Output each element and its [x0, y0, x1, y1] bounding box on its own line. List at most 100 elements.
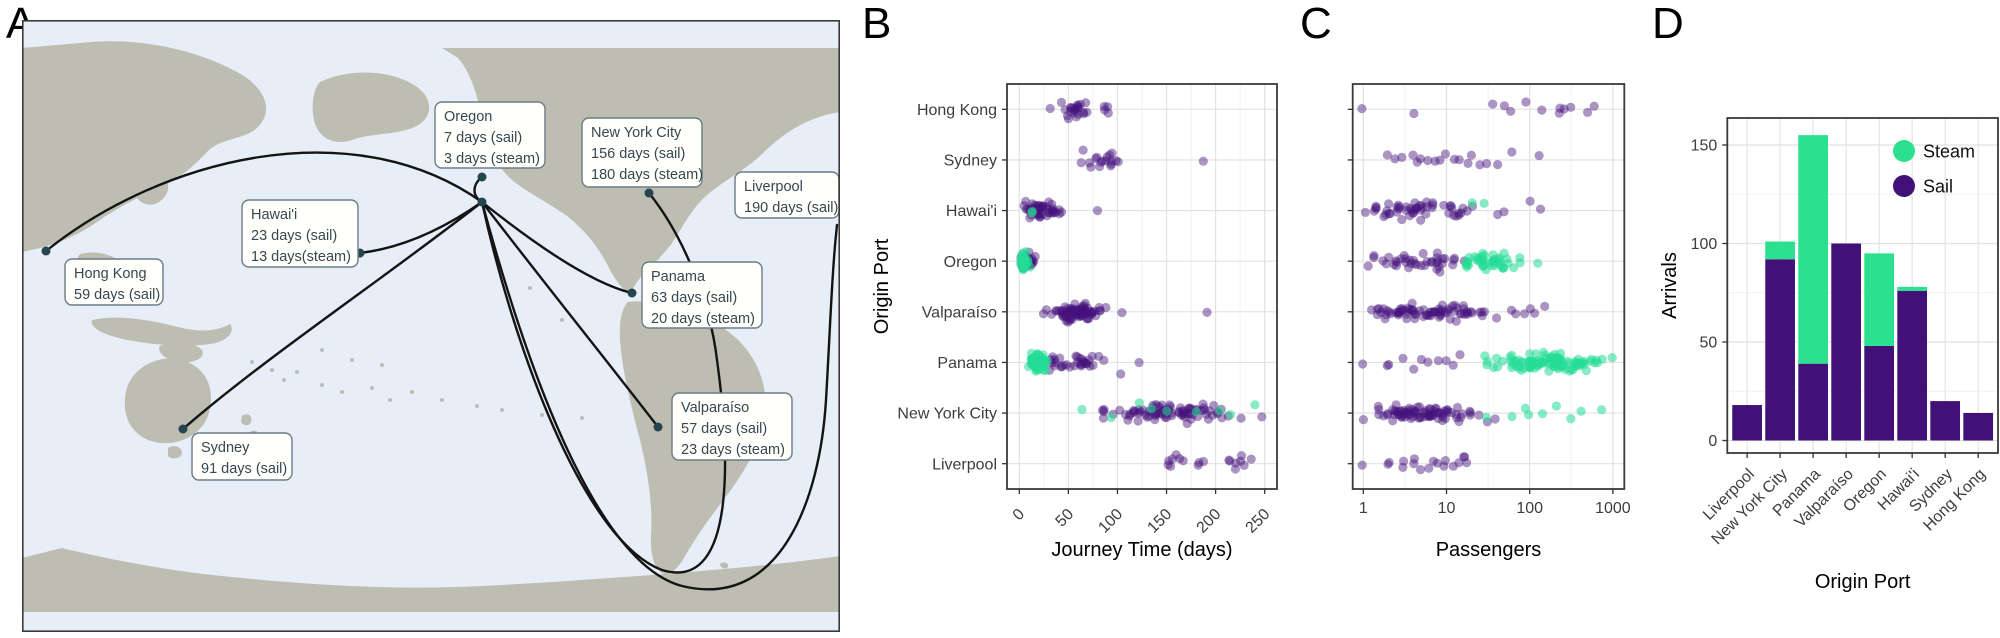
data-point-sail	[1062, 304, 1073, 314]
data-point-sail	[1410, 310, 1420, 320]
data-point-sail	[1416, 205, 1426, 215]
data-point-sail	[1429, 307, 1439, 317]
map-island	[580, 416, 584, 420]
data-point-sail	[1080, 358, 1090, 369]
y-tick-label: 50	[1700, 335, 1718, 352]
data-point-sail	[1065, 307, 1075, 317]
data-point-steam	[1482, 360, 1492, 370]
data-point-sail	[1030, 251, 1040, 262]
data-point-sail	[1397, 412, 1407, 422]
data-point-sail	[1150, 411, 1161, 421]
data-point-sail	[1075, 308, 1085, 318]
data-point-steam	[1225, 410, 1236, 420]
data-point-sail	[1412, 203, 1422, 213]
data-point-sail	[1409, 454, 1419, 464]
data-point-sail	[1402, 306, 1413, 316]
data-point-sail	[1063, 309, 1073, 319]
data-point-sail	[1391, 308, 1401, 318]
data-point-sail	[1414, 306, 1425, 316]
map-frame	[22, 20, 840, 632]
route-line-valparaíso	[480, 200, 660, 429]
map-label-line: 63 days (sail)	[651, 290, 737, 306]
data-point-sail	[1442, 407, 1452, 417]
data-point-sail	[1408, 150, 1418, 160]
data-point-sail	[1121, 409, 1131, 420]
data-point-sail	[1554, 108, 1564, 118]
data-point-sail	[1033, 201, 1043, 211]
data-point-sail	[1369, 252, 1379, 263]
data-point-sail	[1060, 105, 1070, 115]
data-point-sail	[1049, 208, 1059, 218]
data-point-sail	[1421, 406, 1431, 416]
data-point-sail	[1424, 310, 1434, 320]
data-point-steam	[1517, 357, 1527, 367]
data-point-sail	[1428, 198, 1438, 208]
data-point-sail	[1384, 307, 1394, 317]
data-point-sail	[1418, 248, 1428, 259]
data-point-steam	[1021, 247, 1031, 257]
data-point-sail	[1427, 257, 1437, 267]
data-point-sail	[1433, 413, 1443, 424]
data-point-sail	[1385, 209, 1395, 219]
data-point-sail	[1069, 306, 1079, 316]
data-point-sail	[1087, 351, 1097, 361]
data-point-steam	[1191, 407, 1201, 417]
data-point-sail	[1433, 307, 1443, 317]
map-label-line: Hawai'i	[251, 207, 297, 223]
data-point-sail	[1447, 203, 1457, 213]
data-point-sail	[1078, 107, 1089, 117]
x-tick-label: 1	[1359, 500, 1368, 517]
data-point-sail	[1060, 302, 1070, 312]
data-point-sail	[1372, 304, 1383, 314]
data-point-sail	[1525, 196, 1535, 206]
data-point-sail	[1525, 304, 1535, 314]
data-point-sail	[1405, 255, 1415, 265]
x-tick-label: 10	[1438, 500, 1456, 517]
data-point-sail	[1217, 413, 1227, 423]
data-point-sail	[1073, 100, 1083, 110]
data-point-sail	[1409, 208, 1419, 218]
data-point-sail	[1038, 201, 1048, 211]
data-point-sail	[1445, 201, 1455, 211]
data-point-sail	[1060, 310, 1070, 320]
data-point-sail	[1401, 205, 1411, 215]
data-point-sail	[1083, 314, 1093, 324]
map-island	[350, 358, 354, 362]
data-point-sail	[1077, 310, 1087, 321]
data-point-sail	[1072, 310, 1082, 320]
plot-border	[1351, 83, 1626, 490]
data-point-sail	[1106, 159, 1116, 169]
data-point-sail	[1434, 408, 1444, 418]
data-point-sail	[1521, 97, 1531, 107]
data-point-sail	[1357, 460, 1367, 470]
data-point-sail	[1088, 360, 1098, 370]
data-point-sail	[1407, 304, 1417, 315]
data-point-sail	[1422, 257, 1432, 267]
data-point-sail	[1409, 364, 1419, 374]
route-line-panama	[480, 200, 634, 295]
data-point-sail	[1416, 200, 1426, 210]
data-point-sail	[1381, 209, 1391, 220]
bar-segment-sail	[1864, 345, 1895, 441]
data-point-sail	[1384, 359, 1394, 370]
map-island	[270, 368, 274, 372]
map-island	[380, 363, 384, 367]
data-point-sail	[1067, 314, 1077, 324]
data-point-sail	[1435, 155, 1445, 165]
data-point-sail	[1074, 312, 1084, 322]
panel-letter-d: D	[1652, 0, 1684, 48]
data-point-sail	[1371, 203, 1381, 213]
map-label-line: Valparaíso	[681, 400, 749, 416]
data-point-sail	[1419, 407, 1429, 417]
data-point-sail	[1449, 306, 1459, 316]
data-point-sail	[1166, 461, 1176, 471]
port-dot-oregon	[477, 172, 487, 182]
data-point-sail	[1422, 202, 1432, 212]
data-point-sail	[1066, 303, 1076, 314]
data-point-sail	[1077, 359, 1087, 369]
data-point-sail	[1415, 402, 1425, 412]
data-point-sail	[1198, 399, 1208, 409]
data-point-sail	[1066, 313, 1076, 323]
data-point-sail	[1054, 306, 1064, 316]
data-point-sail	[1479, 307, 1489, 317]
